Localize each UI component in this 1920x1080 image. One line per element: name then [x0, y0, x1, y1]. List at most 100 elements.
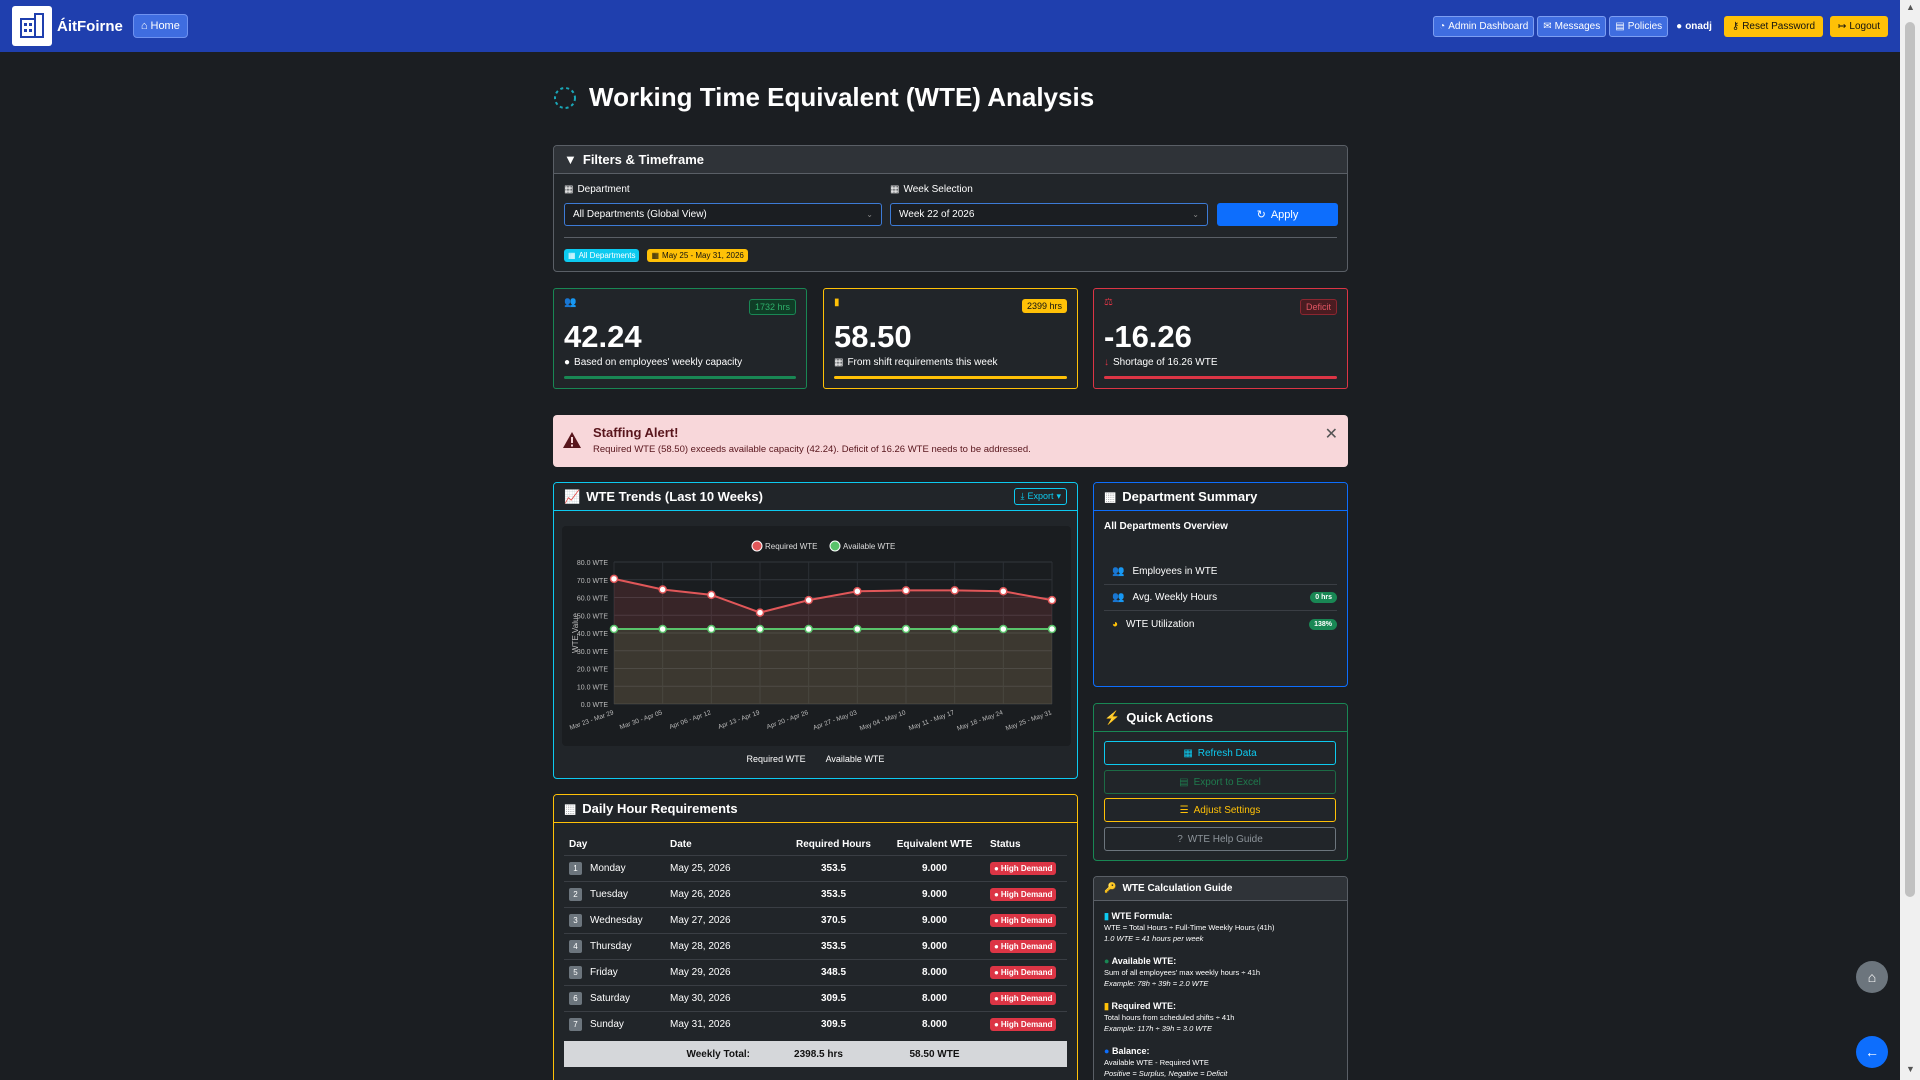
col-required-hours: Required Hours — [795, 838, 871, 850]
guide-available: ● Available WTE: Sum of all employees' ma… — [1104, 956, 1261, 988]
calendar-icon: ▦ — [834, 357, 844, 368]
required-progress-bar — [834, 376, 1067, 379]
data-point — [609, 624, 619, 634]
building-icon: ▦ — [1104, 488, 1117, 504]
trends-card: 📈 WTE Trends (Last 10 Weeks) ⤓ Export ▾ 0.0… — [553, 482, 1078, 779]
day-cell: Sunday — [590, 1019, 624, 1030]
trends-title: WTE Trends (Last 10 Weeks) — [586, 489, 763, 504]
data-point — [901, 624, 911, 634]
daily-hours-card: ▦ Daily Hour Requirements Day Date Requir… — [553, 794, 1078, 1080]
date-range-badge: ▦ May 25 - May 31, 2026 — [647, 249, 748, 262]
question-icon: ? — [1177, 833, 1183, 845]
arrow-down-icon: ↓ — [1104, 357, 1109, 368]
users-icon: ● — [1104, 956, 1110, 966]
calculator-icon: 🔑 — [1104, 883, 1117, 894]
filters-card: ▼ Filters & Timeframe ▦ Department All Dep… — [553, 145, 1348, 272]
required-wte-subtitle: ▦ From shift requirements this week — [834, 357, 998, 368]
scroll-down-icon[interactable]: ▼ — [1906, 1064, 1915, 1074]
brand-name[interactable]: ÁitFoirne — [57, 17, 123, 35]
data-point — [804, 595, 813, 605]
department-select[interactable]: All Departments (Global View) ⌄ — [564, 203, 882, 226]
summary-avg-hours: 👥 Avg. Weekly Hours 0 hrs — [1104, 585, 1337, 611]
messages-button[interactable]: ✉ Messages — [1537, 15, 1607, 37]
calendar-icon: ▦ — [564, 800, 577, 816]
x-tick-label: Mar 23 - Mar 29 — [569, 709, 615, 732]
refresh-icon: ↻ — [1256, 209, 1266, 221]
data-point — [853, 587, 862, 596]
available-progress-bar — [564, 376, 796, 379]
day-number-badge: 4 — [569, 940, 582, 953]
scroll-up-icon[interactable]: ▲ — [1906, 2, 1915, 12]
data-point — [658, 624, 667, 634]
data-point — [707, 590, 716, 600]
scrollbar-thumb[interactable] — [1905, 22, 1915, 897]
admin-dashboard-button[interactable]: ◔ Admin Dashboard — [1433, 15, 1535, 37]
day-cell: Thursday — [590, 941, 632, 952]
home-button[interactable]: ⌂ Home — [132, 14, 188, 38]
x-tick-label: Mar 30 - Apr 05 — [619, 709, 664, 731]
week-select[interactable]: Week 22 of 2026 ⌄ — [890, 203, 1208, 226]
balance-wte-card: ⚖ Deficit -16.26 ↓ Shortage of 16.26 WTE — [1093, 288, 1348, 389]
policies-button[interactable]: ▤ Policies — [1609, 15, 1669, 37]
adjust-settings-button[interactable]: ☰ Adjust Settings — [1104, 798, 1336, 822]
data-point — [707, 624, 716, 634]
legend-label: Required WTE — [765, 542, 817, 551]
series-line-required — [613, 577, 1053, 614]
required-hours-pill: 2399 hrs — [1021, 299, 1067, 313]
building-icon: ▦ — [568, 251, 576, 260]
logout-button[interactable]: ↦ Logout — [1830, 15, 1888, 37]
data-point — [950, 586, 959, 595]
guide-title: WTE Calculation Guide — [1122, 883, 1233, 894]
wte-guide-card: 🔑 WTE Calculation Guide ▮ WTE Formula: WTE… — [1093, 876, 1348, 1080]
y-tick-label: 80.0 WTE — [577, 560, 608, 567]
available-wte-subtitle: ● Based on employees' weekly capacity — [564, 357, 743, 368]
staffing-alert: Staffing Alert! Required WTE (58.50) exc… — [553, 415, 1348, 467]
day-number-badge: 1 — [569, 862, 582, 875]
y-tick-label: 60.0 WTE — [577, 596, 608, 603]
data-point — [609, 574, 619, 584]
reset-password-button[interactable]: ⚷ Reset Password — [1723, 15, 1824, 37]
table-row: 4 Thursday May 28, 2026 353.5 9.000 ● High Dem… — [564, 933, 1067, 959]
weekly-total-label: Weekly Total: — [686, 1048, 750, 1060]
data-point — [999, 624, 1008, 634]
day-cell: Monday — [590, 863, 626, 874]
day-number-badge: 6 — [569, 992, 582, 1005]
alert-circle-icon: ● — [994, 968, 999, 977]
summary-utilization: ◕ WTE Utilization 138% — [1104, 611, 1337, 637]
guide-balance: ● Balance: Available WTE - Required WTE Po… — [1104, 1046, 1228, 1078]
caret-down-icon: ▾ — [1056, 491, 1061, 501]
hours-cell: 309.5 — [820, 1019, 847, 1030]
building-icon — [20, 13, 44, 38]
user-icon: ● — [1676, 20, 1683, 32]
export-excel-button[interactable]: ▤ Export to Excel — [1104, 770, 1336, 794]
hours-cell: 353.5 — [820, 889, 847, 900]
day-number-badge: 2 — [569, 888, 582, 901]
back-fab-button[interactable]: ← — [1856, 1036, 1888, 1068]
balance-scale-icon: ● — [1104, 1046, 1110, 1056]
data-point — [999, 587, 1008, 596]
data-point — [804, 624, 813, 634]
home-fab-button[interactable]: ⌂ — [1856, 961, 1888, 993]
required-wte-value: 58.50 — [834, 319, 912, 354]
department-summary-title: Department Summary — [1122, 489, 1258, 504]
export-dropdown-button[interactable]: ⤓ Export ▾ — [1014, 488, 1067, 505]
col-day: Day — [569, 838, 588, 850]
weekly-total-wte: 58.50 WTE — [909, 1048, 960, 1060]
refresh-data-button[interactable]: ▦ Refresh Data — [1104, 741, 1336, 765]
user-menu[interactable]: ● onadj — [1676, 20, 1712, 32]
date-cell: May 30, 2026 — [670, 993, 731, 1004]
week-label: ▦ Week Selection — [890, 184, 973, 195]
apply-button[interactable]: ↻ Apply — [1217, 203, 1338, 226]
data-point — [1047, 595, 1057, 605]
home-icon: ⌂ — [1867, 969, 1877, 985]
pie-chart-icon: ◕ — [1112, 618, 1119, 630]
hours-cell: 348.5 — [820, 967, 847, 978]
alert-circle-icon: ● — [994, 864, 999, 873]
balance-scale-icon: ⚖ — [1104, 297, 1113, 308]
table-row: 6 Saturday May 30, 2026 309.5 8.000 ● High Dem… — [564, 985, 1067, 1011]
brand-logo[interactable] — [12, 6, 52, 46]
close-icon[interactable]: ✕ — [1324, 426, 1338, 443]
available-wte-card: 👥 1732 hrs 42.24 ● Based on employees' we… — [553, 288, 807, 389]
wte-help-guide-button[interactable]: ? WTE Help Guide — [1104, 827, 1336, 851]
status-badge: ● High Demand — [990, 992, 1057, 1005]
